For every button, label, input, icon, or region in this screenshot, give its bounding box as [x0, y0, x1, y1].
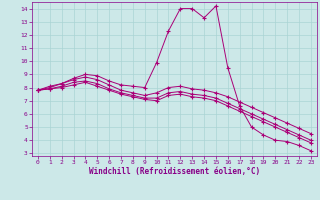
X-axis label: Windchill (Refroidissement éolien,°C): Windchill (Refroidissement éolien,°C) — [89, 167, 260, 176]
